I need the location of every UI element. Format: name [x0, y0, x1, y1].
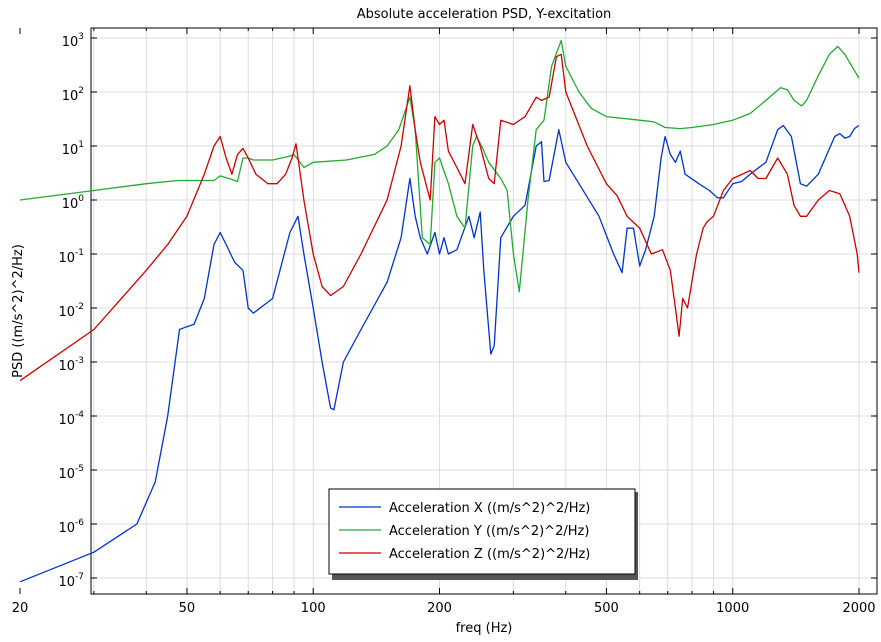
x-tick-label: 1000 — [716, 601, 749, 616]
legend: Acceleration X ((m/s^2)^2/Hz) Acceleratio… — [328, 488, 638, 580]
y-tick-label: 102 — [62, 86, 84, 104]
legend-label-acceleration-x: Acceleration X ((m/s^2)^2/Hz) — [389, 501, 590, 516]
y-axis-label: PSD ((m/s^2)^2/Hz) — [11, 244, 26, 378]
x-tick-label: 2000 — [842, 601, 875, 616]
x-tick-label: 50 — [179, 601, 196, 616]
y-tick-label: 10-2 — [58, 302, 84, 320]
y-tick-label: 10-4 — [58, 410, 84, 428]
chart-title: Absolute acceleration PSD, Y-excitation — [357, 7, 612, 22]
plot-frame — [90, 27, 878, 595]
x-tick-label: 20 — [12, 601, 29, 616]
grid — [91, 28, 877, 594]
series-line-acceleration-x — [19, 124, 860, 583]
y-tick-label: 100 — [62, 194, 85, 212]
y-tick-label: 103 — [62, 32, 84, 50]
x-tick-label: 100 — [301, 601, 326, 616]
legend-label-acceleration-z: Acceleration Z ((m/s^2)^2/Hz) — [389, 547, 590, 562]
y-tick-label: 10-7 — [58, 572, 84, 590]
legend-label-acceleration-y: Acceleration Y ((m/s^2)^2/Hz) — [389, 524, 589, 539]
y-tick-label: 10-3 — [58, 356, 84, 374]
y-tick-label: 101 — [62, 140, 84, 158]
y-tick-label: 10-1 — [58, 248, 84, 266]
series-layer — [19, 39, 860, 583]
legend-box — [328, 488, 636, 575]
x-tick-label: 500 — [594, 601, 619, 616]
series-line-acceleration-z — [19, 53, 860, 382]
y-tick-label: 10-5 — [58, 464, 84, 482]
axis-ticks: 20 50 100 200 500 1000 2000 10-7 10-6 10-5 10-4 10-… — [12, 28, 877, 616]
x-tick-label: 200 — [427, 601, 452, 616]
x-axis-label: freq (Hz) — [456, 621, 513, 636]
y-tick-label: 10-6 — [58, 518, 84, 536]
